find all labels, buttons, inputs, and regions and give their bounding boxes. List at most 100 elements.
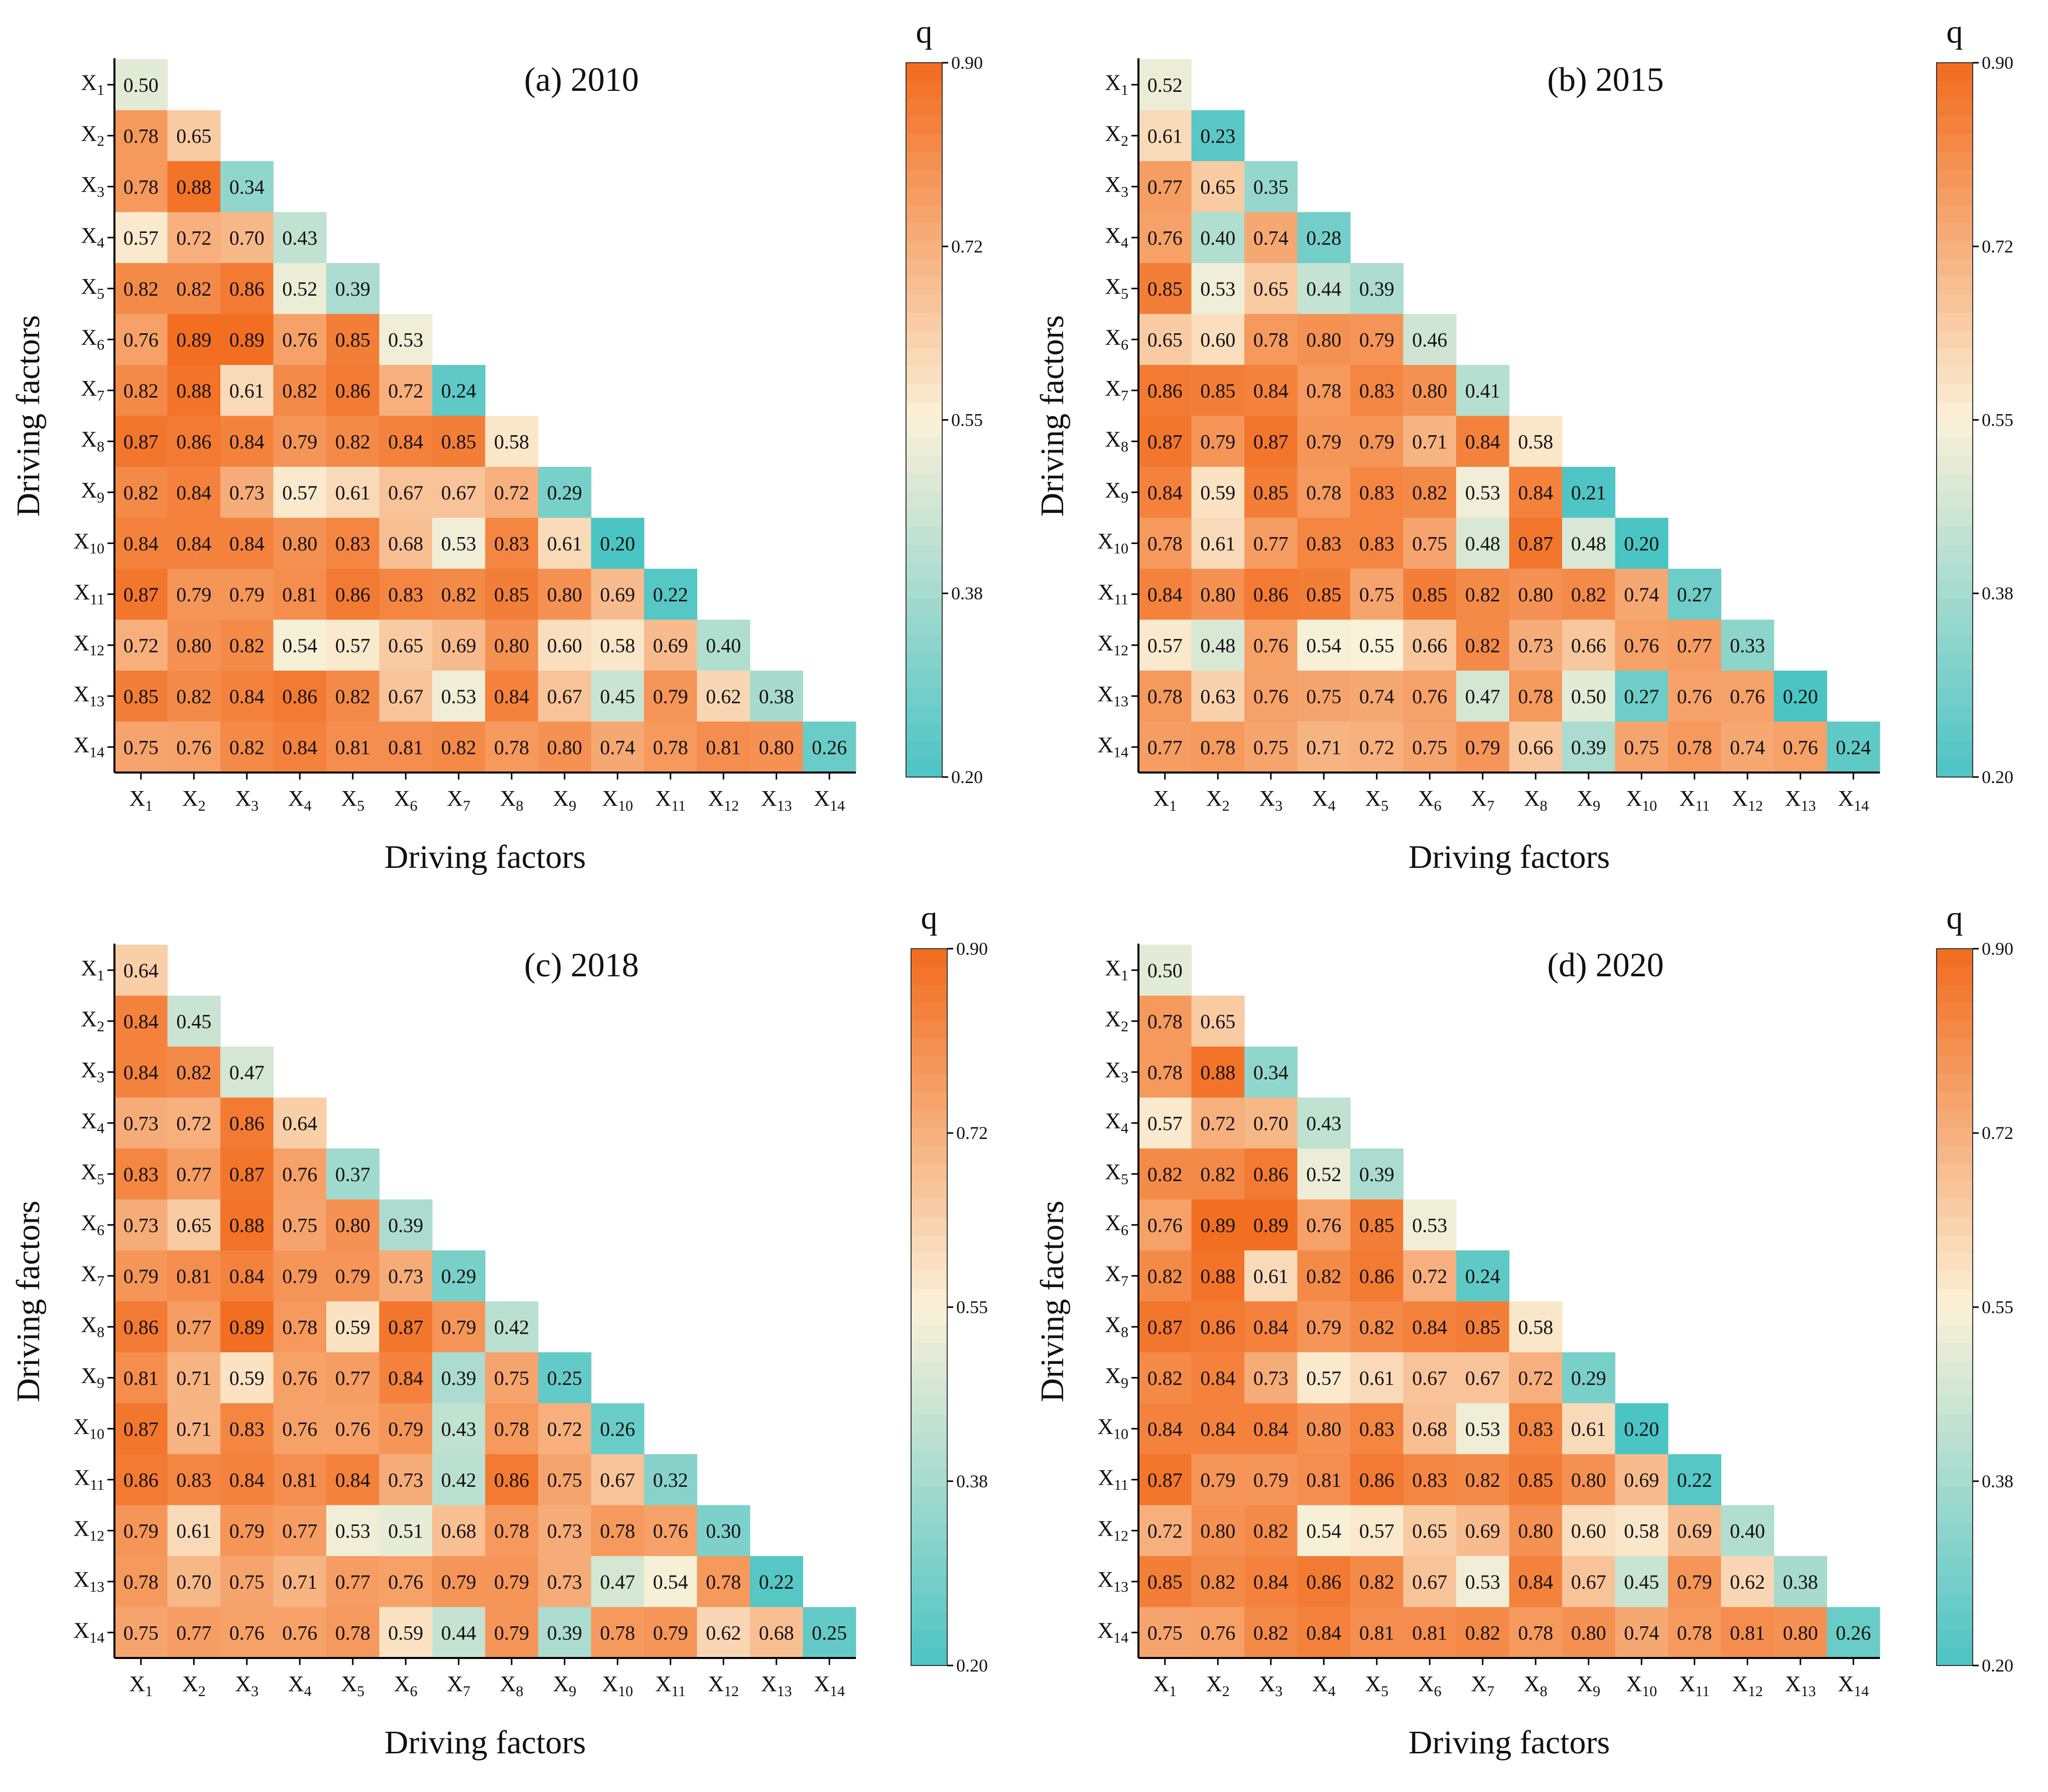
heatmap-cell xyxy=(1403,1607,1457,1658)
heatmap-cell xyxy=(1244,721,1298,773)
heatmap-cell xyxy=(1244,619,1298,671)
cell-value-label: 0.80 xyxy=(759,736,794,758)
cell-value-label: 0.86 xyxy=(1147,379,1183,402)
cell-value-label: 0.81 xyxy=(1730,1621,1765,1644)
cell-value-label: 0.58 xyxy=(494,430,529,453)
cell-value-label: 0.72 xyxy=(123,634,159,657)
colorbar-segment xyxy=(906,188,942,206)
cell-value-label: 0.61 xyxy=(1253,1265,1289,1288)
heatmap-cell xyxy=(485,416,539,467)
cell-value-label: 0.72 xyxy=(1147,1519,1183,1542)
colorbar-segment xyxy=(911,1074,947,1093)
y-axis-label: Driving factors xyxy=(1034,1201,1071,1402)
heatmap-cell xyxy=(220,518,274,569)
colorbar: 0.20 0.38 0.55 0.72 0.90 q xyxy=(906,14,983,787)
cell-value-label: 0.84 xyxy=(123,532,159,555)
heatmap-cell xyxy=(114,721,168,773)
colorbar-segment xyxy=(906,420,942,438)
cell-value-label: 0.76 xyxy=(1253,685,1289,708)
cell-value-label: 0.82 xyxy=(1359,1316,1394,1338)
heatmap-cell xyxy=(538,1505,592,1557)
cell-value-label: 0.84 xyxy=(388,1367,423,1389)
colorbar-segment xyxy=(1937,1325,1973,1344)
cell-value-label: 0.82 xyxy=(1465,583,1500,606)
cell-value-label: 0.76 xyxy=(282,1418,317,1440)
heatmap-cell xyxy=(326,1505,380,1557)
heatmap-cell xyxy=(1403,365,1457,417)
heatmap-cell xyxy=(1350,263,1404,315)
cell-value-label: 0.65 xyxy=(1253,278,1289,300)
heatmap-cell xyxy=(114,1454,168,1506)
cell-value-label: 0.80 xyxy=(1518,583,1553,606)
x-tick-label: X14 xyxy=(1838,786,1869,814)
heatmap-cell xyxy=(1191,1097,1245,1149)
x-tick-label: X7 xyxy=(1471,786,1494,814)
cell-value-label: 0.39 xyxy=(547,1621,582,1644)
cell-value-label: 0.78 xyxy=(282,1316,317,1338)
y-tick-label: X4 xyxy=(81,1108,104,1136)
colorbar-segment xyxy=(911,1235,947,1254)
x-tick-label: X2 xyxy=(1206,786,1230,814)
heatmap-cell xyxy=(1562,467,1616,519)
colorbar-segment xyxy=(1937,455,1973,474)
cell-value-label: 0.74 xyxy=(1624,583,1659,606)
colorbar-segment xyxy=(911,1486,947,1505)
colorbar-segment xyxy=(1937,1504,1973,1523)
cell-value-label: 0.79 xyxy=(1677,1571,1712,1593)
heatmap-cell xyxy=(1191,569,1245,620)
heatmap-cell xyxy=(1350,1250,1404,1302)
y-tick-label: X12 xyxy=(1097,630,1128,659)
y-tick-label: X9 xyxy=(81,1363,104,1391)
cell-value-label: 0.83 xyxy=(1359,532,1394,555)
heatmap-cell xyxy=(1456,1301,1510,1353)
heatmap-cell xyxy=(220,1301,274,1353)
heatmap-cell xyxy=(167,1454,221,1506)
colorbar-segment xyxy=(906,527,942,546)
cell-value-label: 0.85 xyxy=(123,685,159,708)
y-tick-label: X2 xyxy=(1105,1006,1128,1035)
heatmap-cell xyxy=(1403,671,1457,722)
cell-value-label: 0.82 xyxy=(1147,1163,1183,1186)
colorbar-segment xyxy=(1937,438,1973,456)
cell-value-label: 0.25 xyxy=(547,1367,582,1389)
heatmap-cell xyxy=(167,110,221,162)
cell-value-label: 0.75 xyxy=(494,1367,529,1389)
colorbar-segment xyxy=(1937,366,1973,385)
heatmap-cell xyxy=(167,467,221,519)
colorbar-tick-label: 0.55 xyxy=(1982,410,2013,430)
heatmap-cell xyxy=(379,518,433,569)
cell-value-label: 0.50 xyxy=(123,74,159,96)
heatmap-cell xyxy=(1403,467,1457,519)
colorbar-segment xyxy=(1937,1145,1973,1165)
cell-value-label: 0.79 xyxy=(229,583,265,606)
colorbar-segment xyxy=(1937,1396,1973,1415)
cell-value-label: 0.26 xyxy=(1836,1621,1871,1644)
colorbar-title: q xyxy=(1947,14,1963,50)
heatmap-cell xyxy=(1244,671,1298,722)
cell-value-label: 0.59 xyxy=(335,1316,370,1338)
heatmap-cell xyxy=(220,314,274,365)
colorbar-segment xyxy=(1937,670,1973,688)
colorbar-segment xyxy=(906,277,942,296)
cell-value-label: 0.81 xyxy=(176,1265,211,1288)
colorbar-segment xyxy=(1937,348,1973,367)
cell-value-label: 0.85 xyxy=(1359,1214,1394,1236)
heatmap-cell xyxy=(273,518,327,569)
colorbar-segment xyxy=(1937,277,1973,296)
heatmap-cell xyxy=(1297,569,1351,620)
heatmap-cell xyxy=(1456,467,1510,519)
colorbar-segment xyxy=(1937,1594,1973,1612)
cell-value-label: 0.53 xyxy=(441,685,476,708)
heatmap-cell xyxy=(220,263,274,315)
heatmap-panel-3: 0.64 0.84 0.45 0.84 0.82 0.47 0.73 0.72 0.86 0.64… xyxy=(10,900,988,1761)
cell-value-label: 0.86 xyxy=(1200,1316,1235,1338)
heatmap-cell xyxy=(1138,212,1192,264)
heatmap-cell xyxy=(326,1556,380,1608)
heatmap-cell xyxy=(1297,467,1351,519)
cell-value-label: 0.61 xyxy=(1147,124,1183,147)
x-tick-label: X2 xyxy=(182,786,206,814)
x-tick-label: X4 xyxy=(288,1672,312,1700)
cell-value-label: 0.71 xyxy=(176,1367,211,1389)
x-tick-label: X14 xyxy=(814,786,845,814)
heatmap-cell xyxy=(114,110,168,162)
